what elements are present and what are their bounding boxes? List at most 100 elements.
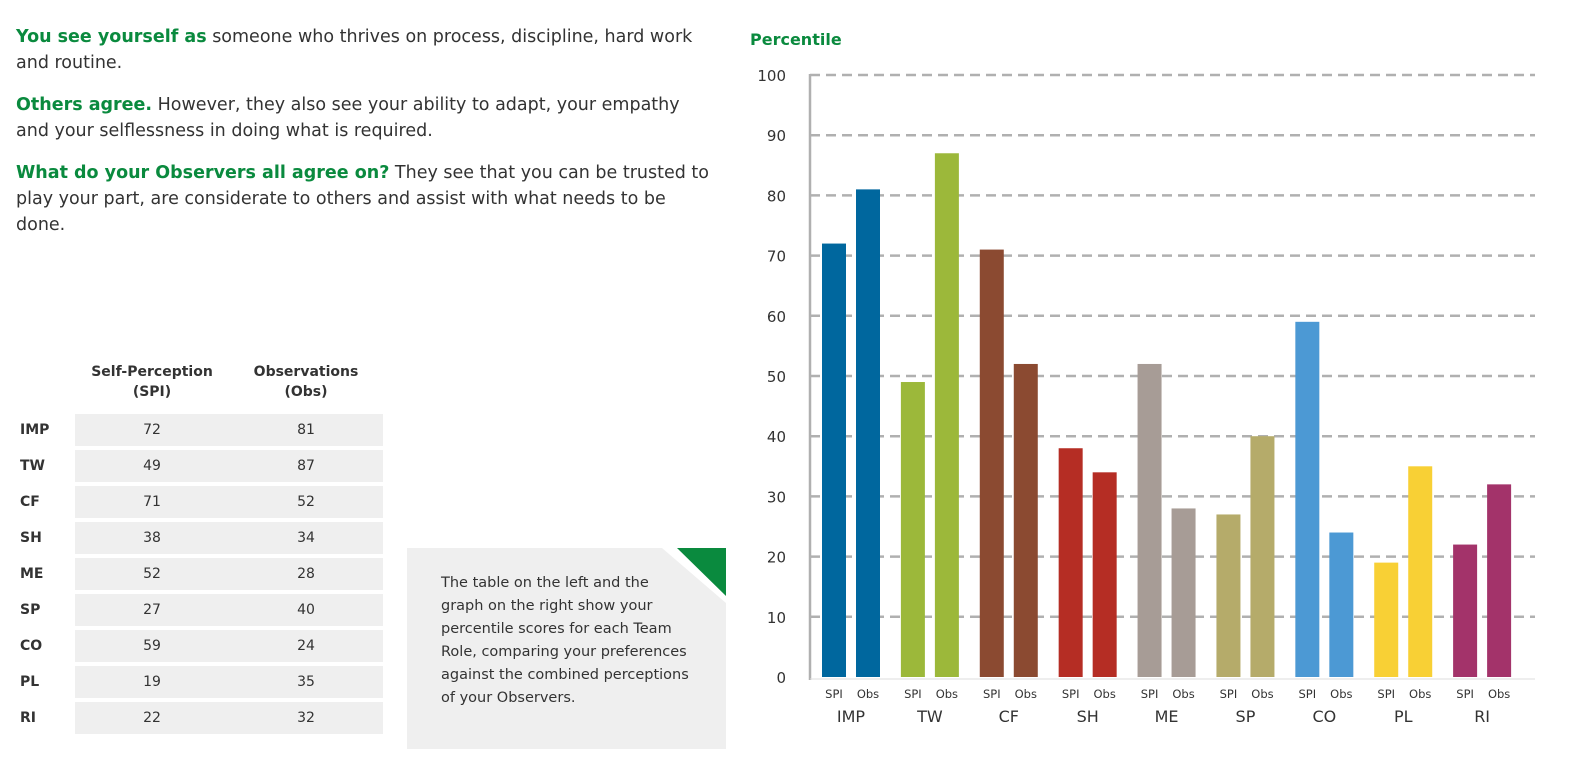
cell-obs: 28: [229, 558, 383, 590]
bar-sublabel: Obs: [1330, 687, 1352, 701]
table-row: CF 71 52: [20, 486, 383, 518]
category-label: CO: [1312, 707, 1336, 726]
paragraph-lead: You see yourself as: [16, 27, 207, 47]
category-label: CF: [999, 707, 1019, 726]
bar-sublabel: Obs: [1251, 687, 1273, 701]
cell-role: CO: [20, 630, 75, 662]
paragraph: What do your Observers all agree on? The…: [16, 160, 716, 238]
note-text: The table on the left and the graph on t…: [441, 575, 689, 706]
y-tick-label: 40: [767, 428, 786, 446]
cell-obs: 32: [229, 702, 383, 734]
cell-obs: 81: [229, 414, 383, 446]
cell-spi: 72: [75, 414, 229, 446]
cell-spi: 49: [75, 450, 229, 482]
bar-me-spi: [1137, 363, 1162, 677]
cell-spi: 27: [75, 594, 229, 626]
cell-obs: 52: [229, 486, 383, 518]
bar-co-spi: [1295, 321, 1320, 677]
cell-obs: 34: [229, 522, 383, 554]
header-obs: Observations (Obs): [253, 364, 359, 400]
table-row: TW 49 87: [20, 450, 383, 482]
bar-tw-obs: [934, 153, 959, 677]
paragraph-lead: What do your Observers all agree on?: [16, 163, 390, 183]
bar-sublabel: SPI: [1062, 687, 1080, 701]
bar-sp-spi: [1216, 514, 1241, 677]
bar-sh-obs: [1092, 472, 1117, 677]
bar-sublabel: Obs: [1172, 687, 1194, 701]
y-tick-label: 20: [767, 549, 786, 567]
y-tick-label: 70: [767, 248, 786, 266]
bar-sublabel: SPI: [904, 687, 922, 701]
cell-role: SH: [20, 522, 75, 554]
cell-role: RI: [20, 702, 75, 734]
paragraph: Others agree. However, they also see you…: [16, 92, 716, 144]
bar-sublabel: SPI: [825, 687, 843, 701]
table-row: SH 38 34: [20, 522, 383, 554]
bar-sublabel: SPI: [1141, 687, 1159, 701]
cell-role: IMP: [20, 414, 75, 446]
category-label: TW: [916, 707, 943, 726]
bar-pl-spi: [1374, 562, 1399, 677]
y-tick-label: 80: [767, 187, 786, 205]
paragraph-body: They see that you can be trusted to play…: [16, 163, 709, 235]
bar-sublabel: SPI: [1377, 687, 1395, 701]
paragraph-body: someone who thrives on process, discipli…: [16, 27, 693, 73]
y-tick-label: 50: [767, 368, 786, 386]
y-axis-title: Percentile: [750, 30, 842, 49]
category-label: ME: [1155, 707, 1179, 726]
bar-sublabel: SPI: [983, 687, 1001, 701]
table-row: CO 59 24: [20, 630, 383, 662]
table-row: RI 22 32: [20, 702, 383, 734]
cell-role: SP: [20, 594, 75, 626]
bar-sublabel: Obs: [1015, 687, 1037, 701]
bar-sublabel: SPI: [1299, 687, 1317, 701]
bar-ri-spi: [1453, 544, 1478, 677]
category-label: RI: [1474, 707, 1490, 726]
bar-co-obs: [1329, 532, 1354, 677]
bar-sublabel: Obs: [1093, 687, 1115, 701]
table-row: ME 52 28: [20, 558, 383, 590]
bar-imp-spi: [822, 243, 846, 677]
bar-sh-spi: [1058, 448, 1083, 677]
cell-spi: 38: [75, 522, 229, 554]
y-tick-label: 100: [757, 67, 786, 85]
bar-imp-obs: [856, 189, 880, 677]
cell-spi: 19: [75, 666, 229, 698]
bar-sublabel: Obs: [936, 687, 958, 701]
y-tick-label: 10: [767, 609, 786, 627]
table-row: PL 19 35: [20, 666, 383, 698]
bar-sublabel: Obs: [1409, 687, 1431, 701]
cell-role: ME: [20, 558, 75, 590]
cell-spi: 59: [75, 630, 229, 662]
cell-role: PL: [20, 666, 75, 698]
paragraph: You see yourself as someone who thrives …: [16, 24, 716, 76]
bar-tw-spi: [900, 382, 925, 677]
header-spi: Self-Perception (SPI): [91, 364, 213, 400]
bar-ri-obs: [1487, 484, 1512, 677]
scores-table: Self-Perception (SPI) Observations (Obs) I…: [20, 358, 383, 738]
paragraph-body: However, they also see your ability to a…: [16, 95, 680, 141]
info-note: The table on the left and the graph on t…: [407, 548, 726, 749]
category-label: SP: [1236, 707, 1256, 726]
y-tick-label: 0: [776, 669, 786, 687]
paragraph-lead: Others agree.: [16, 95, 153, 115]
table-row: SP 27 40: [20, 594, 383, 626]
cell-obs: 24: [229, 630, 383, 662]
category-label: SH: [1077, 707, 1099, 726]
category-label: IMP: [837, 707, 866, 726]
category-label: PL: [1394, 707, 1413, 726]
bar-sublabel: SPI: [1220, 687, 1238, 701]
bar-pl-obs: [1408, 466, 1433, 677]
cell-role: TW: [20, 450, 75, 482]
bar-me-obs: [1171, 508, 1196, 677]
bar-sublabel: Obs: [857, 687, 879, 701]
cell-spi: 71: [75, 486, 229, 518]
cell-spi: 22: [75, 702, 229, 734]
cell-spi: 52: [75, 558, 229, 590]
bar-sp-obs: [1250, 436, 1275, 677]
cell-obs: 40: [229, 594, 383, 626]
cell-obs: 35: [229, 666, 383, 698]
bar-cf-spi: [979, 249, 1004, 677]
y-tick-label: 30: [767, 488, 786, 506]
